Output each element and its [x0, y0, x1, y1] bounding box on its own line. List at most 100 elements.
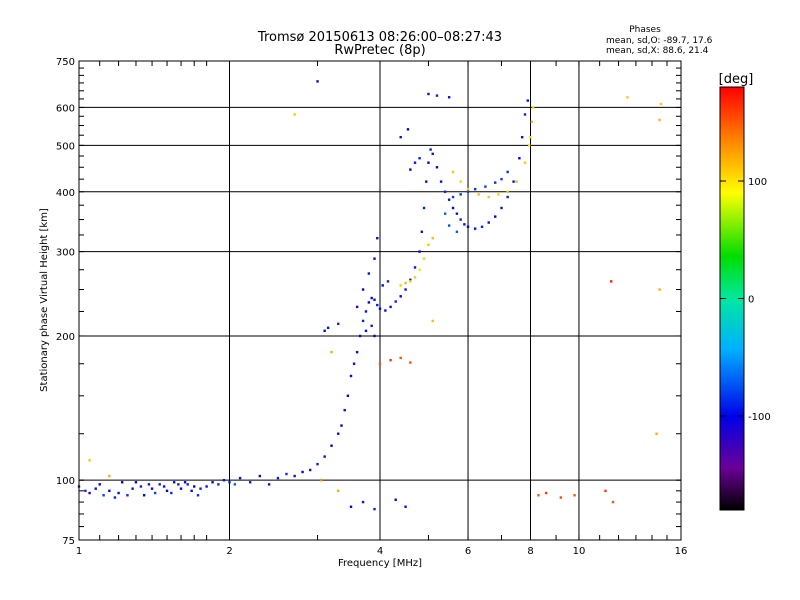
echo-point	[497, 193, 500, 196]
echo-point	[367, 272, 371, 275]
echo-point	[177, 483, 180, 486]
echo-point	[370, 324, 373, 328]
echo-point	[473, 187, 477, 191]
y-tick-label: 500	[56, 141, 75, 152]
echo-point	[422, 206, 426, 210]
echo-point	[409, 278, 412, 281]
echo-point	[217, 483, 220, 486]
echo-point	[487, 221, 490, 224]
plot-frame	[78, 60, 682, 541]
x-tick-label: 4	[377, 546, 383, 557]
colorbar-ticks: 100 0 -100	[720, 177, 771, 423]
echo-point	[451, 170, 455, 174]
chart-subtitle: RwPretec (8p)	[334, 43, 425, 58]
echo-point	[573, 494, 576, 497]
y-axis-label: Stationary phase Virtual Height [km]	[39, 208, 50, 392]
echo-point	[512, 180, 515, 183]
echo-point	[523, 161, 527, 164]
echo-point	[404, 281, 407, 285]
echo-point	[506, 170, 509, 174]
echo-point	[373, 257, 376, 260]
echo-point	[399, 356, 402, 360]
echo-point	[389, 305, 392, 309]
echo-point	[153, 491, 157, 495]
echo-point	[150, 487, 154, 490]
echo-point	[113, 496, 117, 499]
echo-point	[435, 166, 439, 169]
echo-point	[361, 319, 365, 323]
chart-title: Tromsø 20150613 08:26:00–08:27:43	[257, 30, 502, 45]
echo-point	[172, 481, 176, 484]
echo-point	[183, 481, 187, 484]
phase-box-title: Phases	[629, 25, 661, 35]
echo-point	[431, 152, 434, 156]
y-tick-label: 400	[56, 188, 75, 199]
echo-point	[427, 161, 430, 164]
echo-point	[349, 374, 353, 378]
echo-point	[518, 157, 521, 160]
echo-point	[418, 157, 421, 160]
echo-point	[611, 500, 615, 504]
echo-point	[420, 230, 424, 233]
x-tick-label: 8	[527, 546, 533, 557]
echo-point	[102, 494, 105, 497]
echo-point	[422, 257, 426, 260]
x-tick-label: 2	[226, 546, 232, 557]
echo-point	[386, 280, 390, 283]
y-tick-label: 750	[56, 57, 75, 68]
echo-point	[406, 128, 410, 131]
echo-point	[126, 494, 129, 497]
echo-point	[529, 135, 532, 139]
echo-point	[399, 284, 402, 287]
echo-point	[659, 102, 663, 106]
y-tick-label: 200	[56, 332, 75, 343]
echo-point	[258, 474, 262, 478]
echo-point	[211, 481, 214, 484]
echo-point	[330, 350, 333, 354]
echo-point	[378, 362, 382, 365]
echo-point	[626, 96, 629, 99]
echo-point	[373, 507, 376, 511]
colorbar-label: [deg]	[719, 72, 754, 87]
echo-point	[108, 474, 111, 478]
echo-point	[323, 329, 326, 333]
echo-point	[409, 361, 412, 364]
echo-point	[308, 468, 312, 472]
y-tick-label: 600	[56, 103, 75, 114]
echo-point	[94, 487, 97, 490]
echo-point	[394, 300, 397, 303]
echo-point	[378, 307, 382, 310]
x-axis-label: Frequency [MHz]	[338, 558, 422, 569]
data-points	[77, 80, 663, 511]
echo-point	[466, 190, 470, 193]
echo-point	[480, 225, 484, 229]
y-tick-label: 100	[56, 476, 75, 487]
echo-point	[323, 455, 326, 458]
echo-point	[459, 218, 462, 221]
echo-point	[427, 243, 430, 246]
echo-point	[500, 206, 503, 210]
colorbar-tick-label: 100	[748, 177, 767, 188]
echo-point	[455, 230, 459, 233]
echo-point	[455, 212, 459, 215]
echo-point	[404, 288, 407, 291]
echo-point	[559, 496, 563, 499]
echo-point	[162, 485, 166, 488]
echo-point	[108, 489, 111, 493]
echo-point	[447, 96, 451, 99]
echo-point	[373, 334, 376, 338]
echo-point	[418, 268, 421, 271]
echo-point	[196, 494, 200, 497]
phase-box-line-x: mean, sd,X: 88.6, 21.4	[606, 46, 709, 56]
echo-point	[355, 350, 359, 354]
echo-point	[500, 177, 503, 181]
echo-point	[523, 113, 527, 116]
echo-point	[399, 135, 402, 139]
echo-point	[435, 94, 439, 97]
echo-point	[361, 288, 365, 291]
echo-point	[394, 498, 397, 501]
echo-point	[131, 487, 134, 490]
echo-point	[494, 181, 497, 184]
echo-point	[367, 301, 371, 304]
